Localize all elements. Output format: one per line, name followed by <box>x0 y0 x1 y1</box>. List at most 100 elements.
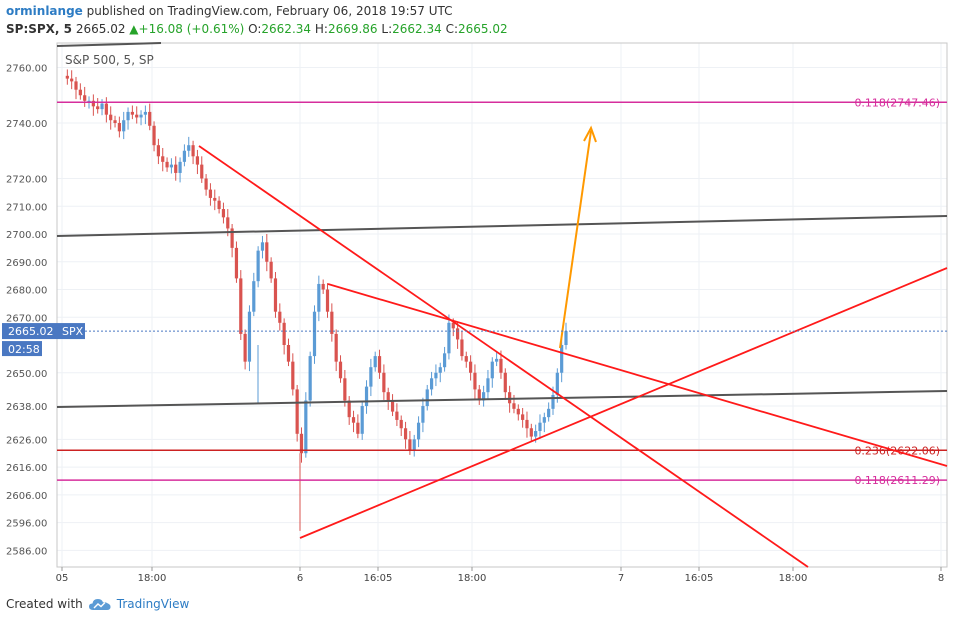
candle-body <box>364 386 369 407</box>
candle-body <box>100 103 104 110</box>
y-axis: 2760.00 2740.00 2720.00 2710.00 2700.00 2690.… <box>2 64 85 557</box>
y-tick-label: 2650.00 <box>6 369 47 380</box>
candle-body <box>291 361 295 390</box>
candle-body <box>334 333 338 362</box>
y-tick-label: 2690.00 <box>6 258 47 269</box>
candle-body <box>460 339 464 357</box>
candle-body <box>239 278 243 334</box>
candle-body <box>178 161 182 173</box>
candle-body <box>373 356 377 368</box>
candle-body <box>278 311 282 323</box>
x-tick-label: 16:05 <box>685 573 714 584</box>
y-tick-label: 2606.00 <box>6 491 47 502</box>
candle-body <box>96 106 100 110</box>
candle-body <box>516 408 520 415</box>
y-tick-label: 2670.00 <box>6 313 47 324</box>
candle-body <box>330 311 334 334</box>
channel-line-upper <box>56 215 948 237</box>
candle-body <box>395 411 399 420</box>
x-tick-label: 7 <box>618 573 624 584</box>
candle-body <box>421 406 425 423</box>
x-tick-label: 16:05 <box>364 573 393 584</box>
close-value: 2665.02 <box>458 22 508 36</box>
candle-body <box>143 111 147 115</box>
low-label: L: <box>381 22 393 36</box>
countdown-value: 02:58 <box>8 343 40 356</box>
publish-info: orminlange published on TradingView.com,… <box>6 4 452 18</box>
candle-body <box>78 89 82 96</box>
open-value: 2662.34 <box>261 22 312 36</box>
chart-grid <box>57 43 947 567</box>
candle-body <box>91 100 95 107</box>
candle-body <box>260 242 265 251</box>
fib-level-label: 0.118(2611.29) <box>854 474 940 487</box>
candle-body <box>564 331 568 345</box>
candle-body <box>473 372 477 390</box>
candle-body <box>317 283 321 312</box>
candle-body <box>416 422 421 440</box>
candle-body <box>425 389 429 407</box>
candle-body <box>338 361 343 379</box>
countdown-badge <box>2 341 42 357</box>
y-tick-label: 2740.00 <box>6 119 47 130</box>
candle-body <box>152 125 156 146</box>
x-tick-label: 8 <box>938 573 944 584</box>
candle-body <box>182 150 187 162</box>
candle-body <box>213 197 217 201</box>
x-tick-label: 18:00 <box>779 573 808 584</box>
candle-body <box>538 422 542 432</box>
candle-body <box>525 419 529 429</box>
x-tick-label: 18:00 <box>458 573 487 584</box>
candle-body <box>560 345 564 373</box>
y-tick-label: 2710.00 <box>6 202 47 213</box>
candle-body <box>221 209 226 218</box>
candle-body <box>490 361 494 379</box>
last-price: 2665.02 <box>75 22 126 36</box>
footer: Created with TradingView <box>6 597 189 611</box>
candle-body <box>447 322 451 354</box>
candle-body <box>135 114 139 118</box>
candle-body <box>273 278 278 312</box>
trendline-descending-long <box>198 145 809 568</box>
candle-body <box>495 358 499 362</box>
fib-level-label: 0.118(2747.46) <box>854 96 940 109</box>
channel-line-lower <box>56 390 948 408</box>
candle-body <box>243 333 247 362</box>
candle-body <box>247 311 252 362</box>
y-tick-label: 2760.00 <box>6 64 47 75</box>
candle-body <box>126 111 130 121</box>
change-value: +16.08 (+0.61%) <box>138 22 245 36</box>
channel-line-top-stub <box>56 42 162 47</box>
candle-body <box>282 322 286 345</box>
candle-body <box>408 439 412 451</box>
candle-body <box>360 406 364 434</box>
candle-body <box>386 392 390 401</box>
y-tick-label: 2616.00 <box>6 463 47 474</box>
candle-body <box>269 261 273 279</box>
tradingview-cloud-icon <box>88 599 111 610</box>
candle-body <box>412 439 416 451</box>
candle-body <box>512 403 516 409</box>
candle-body <box>295 389 299 434</box>
tradingview-link[interactable]: TradingView <box>116 597 190 611</box>
candle-body <box>438 367 442 373</box>
candle-body <box>469 361 473 373</box>
candle-body <box>191 145 195 157</box>
candle-body <box>312 311 317 357</box>
candle-body <box>113 120 117 123</box>
target-arrow-icon <box>583 125 597 143</box>
candle-body <box>351 417 356 423</box>
y-tick-label: 2638.00 <box>6 402 47 413</box>
candle-body <box>451 322 455 329</box>
trendline-descending-short <box>327 283 948 467</box>
candle-body <box>165 161 169 168</box>
candle-body <box>286 345 291 362</box>
author-name[interactable]: orminlange <box>6 4 83 18</box>
change-arrow-icon: ▲ <box>129 22 139 36</box>
candle-body <box>87 100 91 102</box>
candle-body <box>65 75 69 79</box>
high-label: H: <box>314 22 328 36</box>
x-tick-label: 6 <box>297 573 303 584</box>
candle-body <box>390 400 395 412</box>
